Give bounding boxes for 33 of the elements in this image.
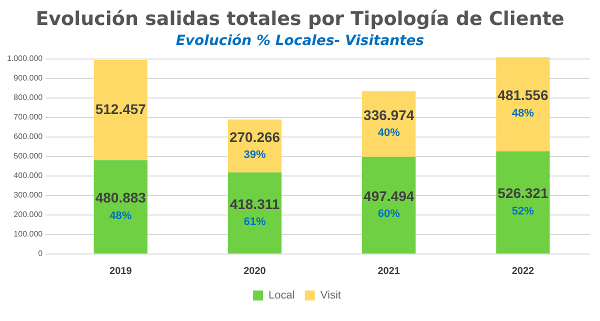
y-tick-label: 900.000 [14,73,44,82]
y-tick-label: 800.000 [14,93,44,102]
y-tick-label: 700.000 [14,112,44,122]
chart-subtitle: Evolución % Locales- Visitantes [174,33,426,49]
x-tick-label: 2022 [512,266,535,277]
bar [496,151,550,254]
data-label: 336.974 40% [364,106,414,139]
bar [496,57,550,152]
y-tick-label: 100.000 [14,230,44,239]
y-tick-label: 400.000 [14,171,44,180]
y-tick-label: 200.000 [14,210,44,220]
x-tick-label: 2019 [110,266,132,277]
y-tick-label: 600.000 [14,132,44,142]
bar [228,172,282,254]
y-tick-label: 500.000 [14,152,44,161]
bar [94,60,148,160]
bar [94,160,148,254]
y-tick-label: 0 [38,249,44,258]
x-tick-label: 2021 [378,266,400,277]
data-label: 481.556 48% [498,87,548,120]
data-label: 418.311 61% [230,196,280,228]
x-tick-label: 2020 [244,266,266,277]
y-tick-label: 300.000 [14,190,44,200]
y-tick-label: 1.000.000 [6,54,44,63]
data-label: 270.266 39% [229,128,280,161]
bar [362,156,416,254]
legend-label: Local [268,290,295,302]
data-label: 526.321 52% [498,185,548,218]
data-label: 512.457 [95,100,146,117]
legend-label: Visit [320,290,341,302]
chart-title: Evolución salidas totales por Tipología de Cliente [34,8,566,30]
data-label: 497.494 60% [364,188,414,220]
data-label: 480.883 48% [95,190,146,222]
